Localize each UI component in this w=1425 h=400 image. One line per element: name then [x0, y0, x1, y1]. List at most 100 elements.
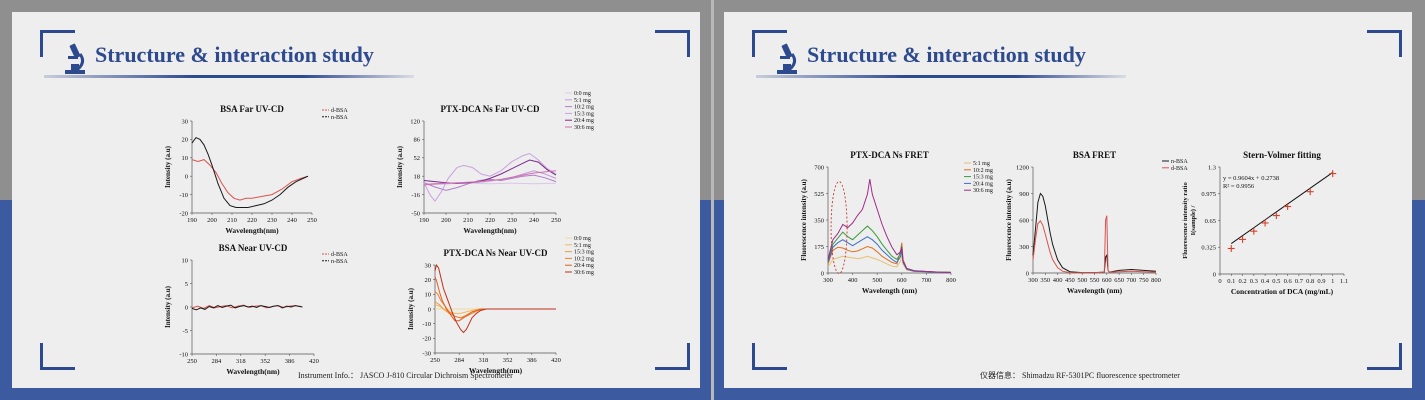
x-tick-label: 420: [309, 358, 319, 365]
slide-divider: [711, 0, 714, 400]
legend-label: 0:0 mg: [574, 91, 591, 97]
x-tick-label: 800: [1151, 277, 1161, 284]
y-tick-label: 20: [182, 137, 189, 144]
fluorescence-charts: PTX-DCA Ns FRET 300 400 500 600 700 800 0 175 350…: [800, 150, 1348, 296]
x-tick-label: 318: [479, 357, 489, 364]
legend-label: n-BSA: [331, 115, 348, 121]
slide-cd: Structure & interaction study BSA Far UV…: [12, 12, 700, 388]
series-line: [434, 263, 556, 334]
x-tick-label: 600: [897, 277, 907, 284]
series-line: [1032, 215, 1157, 274]
x-tick-label: 600: [1102, 277, 1112, 284]
y-tick-label: -20: [179, 210, 188, 217]
x-tick-label: 0.2: [1238, 278, 1246, 285]
chart-title: BSA Far UV-CD: [220, 104, 284, 114]
y-tick-label: 700: [814, 164, 824, 171]
x-tick-label: 240: [287, 217, 297, 224]
y-tick-label: 175: [814, 244, 824, 251]
y-tick-label: 0: [428, 306, 431, 313]
x-tick-label: 400: [848, 277, 858, 284]
legend-label: n-BSA: [1171, 159, 1188, 165]
x-tick-label: 0: [1218, 278, 1221, 285]
chart-ptx_fret: PTX-DCA Ns FRET 300 400 500 600 700 800 0 175 350…: [800, 150, 993, 295]
series-line: [423, 152, 557, 202]
y-tick-label: 0: [185, 174, 188, 181]
y-tick-label: 0: [1213, 271, 1216, 278]
x-tick-label: 0.9: [1317, 278, 1325, 285]
y-tick-label: 600: [1019, 217, 1029, 224]
y-axis-label: Fluorescence intensity (a.u): [1005, 178, 1013, 260]
y-axis-label: Intensity (a.u): [164, 145, 172, 188]
x-tick-label: 350: [1040, 277, 1050, 284]
y-tick-label: 0: [185, 304, 188, 311]
legend-label: 15:3 mg: [574, 250, 594, 256]
chart-title: PTX-DCA Ns Near UV-CD: [444, 248, 548, 258]
y-tick-label: 20: [425, 277, 432, 284]
x-axis-label: Wavelength (nm): [862, 286, 918, 295]
y-tick-label: 0.325: [1201, 245, 1216, 252]
x-tick-label: 0.4: [1261, 278, 1270, 285]
x-tick-label: 700: [1127, 277, 1137, 284]
series-line: [423, 174, 557, 191]
y-axis-label: Fluorescence intensity (a.u): [800, 178, 808, 260]
y-tick-label: 10: [182, 257, 189, 264]
x-tick-label: 700: [922, 277, 932, 284]
series-line: [827, 179, 952, 273]
x-tick-label: 240: [529, 217, 539, 224]
legend-label: 20:4 mg: [973, 181, 993, 187]
x-tick-label: 190: [419, 217, 429, 224]
y-tick-label: 300: [1019, 244, 1029, 251]
x-tick-label: 352: [503, 357, 513, 364]
x-tick-label: 210: [463, 217, 473, 224]
instrument-info: Instrument Info.： JASCO J-810 Circular D…: [298, 371, 513, 380]
x-tick-label: 0.1: [1227, 278, 1235, 285]
legend-label: 5:1 mg: [973, 161, 990, 167]
chart-title: PTX-DCA Ns Far UV-CD: [441, 104, 540, 114]
legend-label: 0:0 mg: [574, 236, 591, 242]
y-tick-label: -10: [179, 192, 188, 199]
x-tick-label: 318: [236, 358, 246, 365]
x-tick-label: 0.7: [1295, 278, 1304, 285]
legend-label: d-BSA: [1171, 166, 1188, 172]
corner-bracket-top-right: [655, 30, 690, 57]
series-line: [1032, 192, 1157, 274]
x-axis-label: Wavelength (nm): [1067, 286, 1123, 295]
y-axis-label: Fluorescence intensity ratio: [1182, 182, 1189, 258]
x-axis-label: Concentration of DCA (mg/mL): [1231, 287, 1334, 296]
series-line: [191, 136, 309, 208]
x-tick-label: 200: [207, 217, 217, 224]
y-tick-label: 86: [414, 137, 421, 144]
y-tick-label: 10: [425, 292, 432, 299]
y-tick-label: -30: [422, 350, 431, 357]
y-tick-label: 30: [182, 118, 189, 125]
legend-label: 15:3 mg: [973, 175, 993, 181]
y-tick-label: 525: [814, 191, 824, 198]
y-tick-label: 1.3: [1208, 164, 1216, 171]
x-tick-label: 200: [441, 217, 451, 224]
corner-bracket-bottom-right: [655, 343, 690, 370]
y-tick-label: -10: [179, 351, 188, 358]
x-tick-label: 420: [551, 357, 561, 364]
x-tick-label: 450: [1065, 277, 1075, 284]
x-tick-label: 550: [1090, 277, 1100, 284]
x-tick-label: 386: [285, 358, 296, 365]
title-underline: [44, 75, 414, 78]
fit-line: [1230, 172, 1334, 244]
fit-r2: R² = 0.9956: [1223, 183, 1255, 190]
y-axis-label: Intensity (a.u): [396, 145, 404, 188]
x-tick-label: 220: [485, 217, 495, 224]
x-tick-label: 250: [430, 357, 440, 364]
legend-label: 10:2 mg: [574, 256, 594, 262]
x-tick-label: 210: [227, 217, 237, 224]
chart-title: PTX-DCA Ns FRET: [850, 150, 929, 160]
x-axis-label: Wavelength(nm): [469, 366, 523, 375]
series-line: [191, 159, 309, 201]
x-tick-label: 230: [507, 217, 517, 224]
x-tick-label: 284: [454, 357, 465, 364]
x-tick-label: 650: [1114, 277, 1124, 284]
x-tick-label: 386: [527, 357, 538, 364]
x-tick-label: 400: [1053, 277, 1063, 284]
